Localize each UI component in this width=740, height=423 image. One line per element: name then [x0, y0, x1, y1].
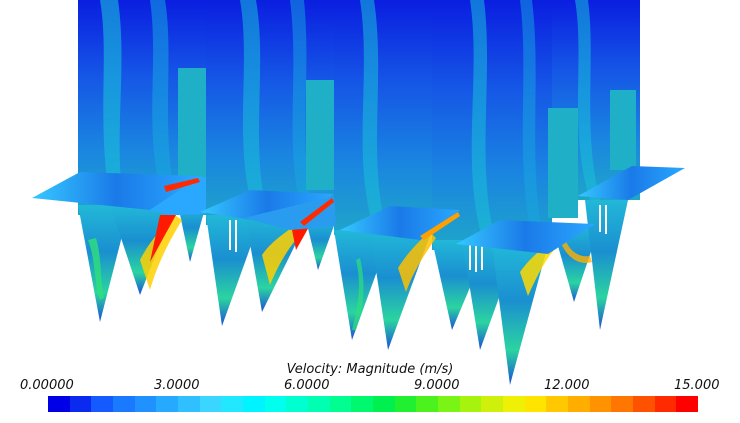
colorbar-segment — [264, 396, 287, 412]
colorbar-segment — [134, 396, 157, 412]
colorbar — [48, 396, 699, 412]
vertical-slices — [78, 0, 640, 250]
colorbar-segment — [351, 396, 374, 412]
colorbar-segment — [568, 396, 590, 412]
colorbar-segment — [438, 396, 460, 412]
legend-tick-2: 6.0000 — [284, 378, 330, 393]
legend-tick-0: 0.00000 — [20, 378, 74, 393]
colorbar-segment — [589, 396, 612, 412]
colorbar-segment — [654, 396, 677, 412]
colorbar-segment — [329, 396, 352, 412]
colorbar-segment — [676, 396, 699, 412]
colorbar-segment — [503, 396, 525, 412]
colorbar-segment — [546, 396, 569, 412]
legend-tick-5: 15.000 — [674, 378, 720, 393]
colorbar-segment — [221, 396, 244, 412]
colorbar-segment — [481, 396, 504, 412]
colorbar-segment — [524, 396, 547, 412]
hopper-slices — [78, 200, 628, 385]
colorbar-segment — [113, 396, 135, 412]
colorbar-segment — [286, 396, 309, 412]
colorbar-segment — [178, 396, 200, 412]
legend-tick-1: 3.0000 — [154, 378, 200, 393]
colorbar-segment — [459, 396, 482, 412]
horizontal-plates — [32, 166, 685, 254]
colorbar-segment — [243, 396, 265, 412]
colorbar-segment — [156, 396, 179, 412]
colorbar-segment — [394, 396, 417, 412]
colorbar-segment — [199, 396, 222, 412]
colorbar-segment — [373, 396, 395, 412]
colorbar-segment — [308, 396, 330, 412]
colorbar-segment — [611, 396, 634, 412]
colorbar-segment — [69, 396, 92, 412]
legend-tick-3: 9.0000 — [414, 378, 460, 393]
colorbar-segment — [416, 396, 439, 412]
colorbar-segment — [633, 396, 655, 412]
legend-tick-4: 12.000 — [544, 378, 590, 393]
colorbar-segment — [48, 396, 70, 412]
colorbar-segment — [91, 396, 114, 412]
legend-title: Velocity: Magnitude (m/s) — [286, 362, 454, 377]
